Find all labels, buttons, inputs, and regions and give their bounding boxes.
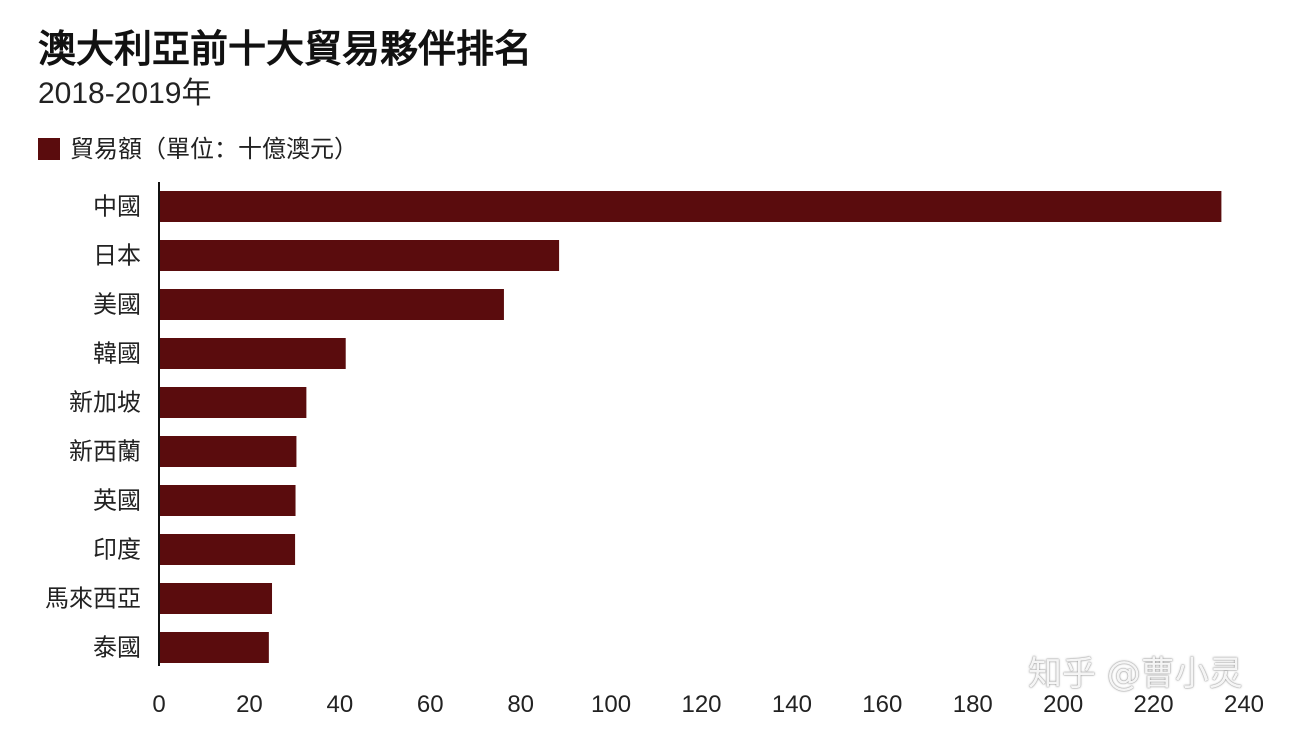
- watermark: 知乎 @曹小灵: [1028, 654, 1243, 694]
- legend-swatch: [38, 138, 60, 160]
- x-tick-label: 100: [591, 691, 631, 718]
- x-tick-label: 180: [953, 691, 993, 718]
- bar-7: [160, 534, 296, 565]
- category-label: 印度: [93, 536, 141, 564]
- bar-9: [160, 632, 269, 663]
- x-tick-label: 120: [681, 691, 721, 718]
- category-label: 馬來西亞: [45, 585, 141, 613]
- x-tick-label: 60: [417, 691, 444, 718]
- category-label: 美國: [93, 291, 141, 319]
- legend-label: 貿易額（單位：十億澳元）: [70, 135, 358, 163]
- bar-4: [160, 387, 307, 418]
- x-tick-label: 20: [236, 691, 263, 718]
- bar-3: [160, 338, 346, 369]
- bar-1: [160, 240, 560, 271]
- x-tick-label: 40: [326, 691, 353, 718]
- bar-8: [160, 583, 273, 614]
- chart-subtitle: 2018-2019年: [38, 77, 212, 110]
- x-tick-label: 160: [862, 691, 902, 718]
- bar-5: [160, 436, 297, 467]
- x-tick-label: 80: [507, 691, 534, 718]
- category-label: 英國: [93, 487, 141, 515]
- x-tick-label: 0: [152, 691, 165, 718]
- bar-2: [160, 289, 504, 320]
- x-tick-label: 200: [1043, 691, 1083, 718]
- category-label: 新加坡: [69, 389, 141, 417]
- category-label: 韓國: [93, 340, 141, 368]
- category-label: 新西蘭: [69, 438, 141, 466]
- x-tick-label: 140: [772, 691, 812, 718]
- x-tick-label: 220: [1134, 691, 1174, 718]
- category-label: 日本: [93, 242, 141, 270]
- x-tick-label: 240: [1224, 691, 1264, 718]
- bar-6: [160, 485, 296, 516]
- legend: 貿易額（單位：十億澳元）: [38, 134, 358, 164]
- bar-0: [160, 191, 1222, 222]
- category-label: 泰國: [93, 634, 141, 662]
- category-label: 中國: [93, 193, 141, 221]
- chart-title: 澳大利亞前十大貿易夥伴排名: [38, 27, 533, 71]
